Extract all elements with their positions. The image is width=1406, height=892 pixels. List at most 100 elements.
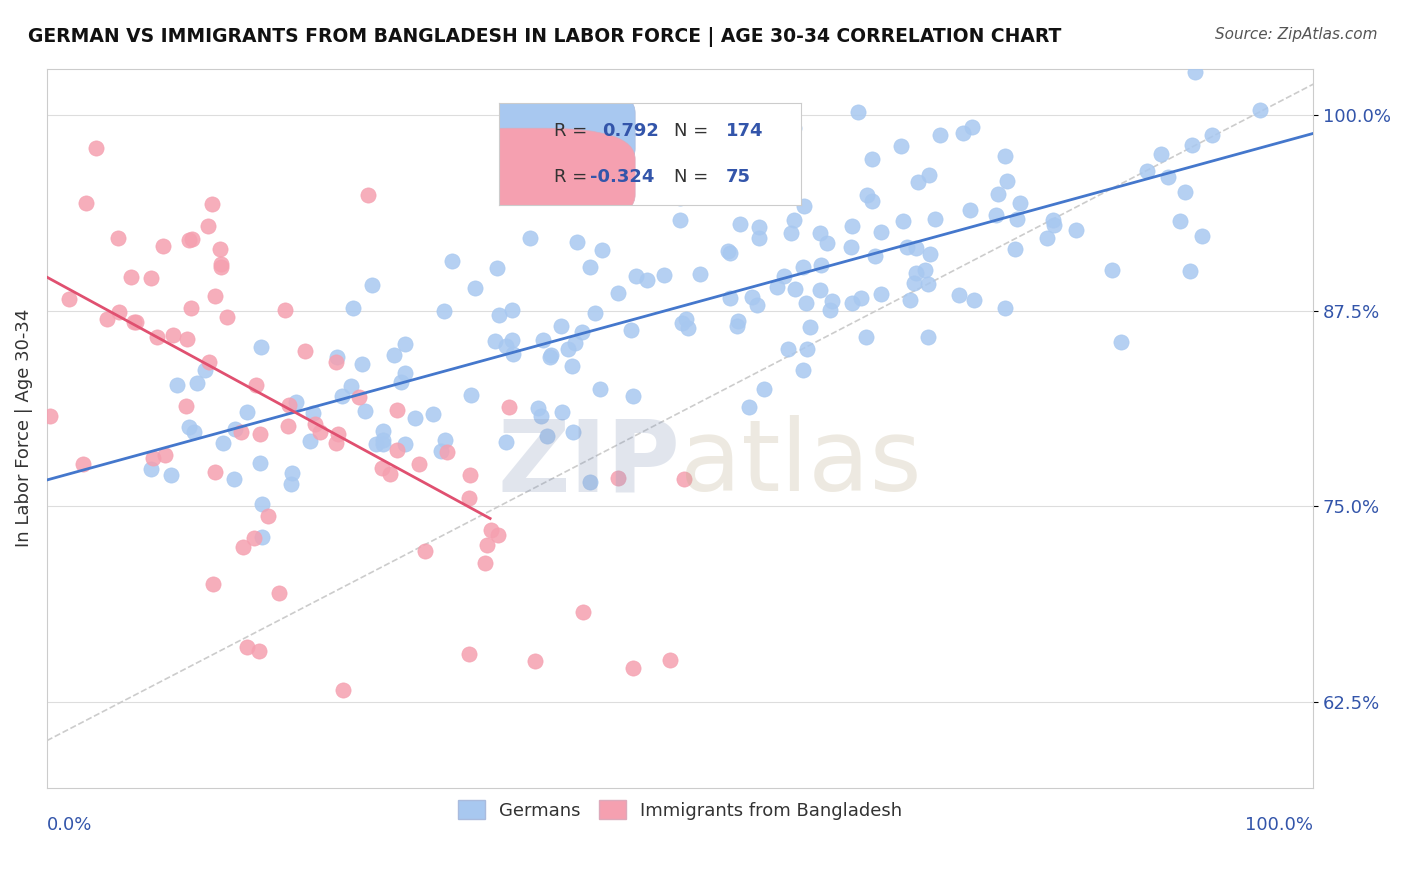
Point <box>624 269 647 284</box>
Point <box>474 556 496 570</box>
Point <box>326 427 349 442</box>
Point <box>984 208 1007 222</box>
Point <box>530 409 553 424</box>
Point <box>1174 185 1197 199</box>
Point <box>1150 147 1173 161</box>
Point <box>808 226 831 240</box>
Point <box>862 194 884 208</box>
Point <box>557 342 579 356</box>
Point <box>914 262 936 277</box>
Point <box>589 382 612 396</box>
Text: 75: 75 <box>725 169 751 186</box>
Point <box>236 404 259 418</box>
Point <box>436 445 458 459</box>
Point <box>929 128 952 142</box>
Point <box>460 388 482 402</box>
Point <box>179 233 201 247</box>
Point <box>551 405 574 419</box>
Point <box>458 491 481 505</box>
Point <box>325 355 347 369</box>
Point <box>485 260 508 275</box>
Legend: Germans, Immigrants from Bangladesh: Germans, Immigrants from Bangladesh <box>449 791 911 829</box>
Point <box>799 320 821 334</box>
Point <box>257 509 280 524</box>
Point <box>308 425 330 439</box>
Point <box>249 340 271 354</box>
Point <box>550 318 572 333</box>
Point <box>1109 334 1132 349</box>
Point <box>564 336 586 351</box>
Point <box>658 653 681 667</box>
Point <box>250 497 273 511</box>
Point <box>464 281 486 295</box>
Point <box>174 399 197 413</box>
Point <box>107 304 129 318</box>
Point <box>422 407 444 421</box>
Point <box>404 411 426 425</box>
Point <box>84 141 107 155</box>
Point <box>394 336 416 351</box>
Point <box>636 273 658 287</box>
Point <box>579 475 602 489</box>
Point <box>204 465 226 479</box>
Point <box>519 231 541 245</box>
Point <box>501 303 523 318</box>
Point <box>1136 164 1159 178</box>
Point <box>1157 169 1180 184</box>
Text: N =: N = <box>675 169 714 186</box>
Point <box>274 302 297 317</box>
Point <box>495 434 517 449</box>
Point <box>197 354 219 368</box>
Point <box>146 330 169 344</box>
Text: R =: R = <box>554 169 592 186</box>
Point <box>208 242 231 256</box>
Point <box>870 225 893 239</box>
Point <box>501 333 523 347</box>
Point <box>870 286 893 301</box>
Point <box>408 458 430 472</box>
Point <box>325 351 347 365</box>
Point <box>792 363 814 377</box>
Point <box>904 266 927 280</box>
Point <box>58 292 80 306</box>
Point <box>689 267 711 281</box>
Point <box>810 258 832 272</box>
Point <box>330 389 353 403</box>
Point <box>571 325 593 339</box>
Point <box>718 245 741 260</box>
Point <box>247 644 270 658</box>
Point <box>299 434 322 449</box>
Point <box>671 316 693 330</box>
Point <box>821 293 844 308</box>
Point <box>209 260 232 274</box>
Point <box>39 409 62 424</box>
Point <box>475 538 498 552</box>
Point <box>579 260 602 275</box>
Point <box>269 586 291 600</box>
Point <box>728 217 751 231</box>
Point <box>180 301 202 316</box>
Point <box>652 268 675 283</box>
Point <box>907 175 929 189</box>
Text: 174: 174 <box>725 122 763 140</box>
Point <box>432 303 454 318</box>
Point <box>856 188 879 202</box>
Point <box>495 339 517 353</box>
Point <box>201 576 224 591</box>
Point <box>252 530 274 544</box>
Text: R =: R = <box>554 122 592 140</box>
Point <box>526 401 548 415</box>
Point <box>1005 211 1028 226</box>
Point <box>125 315 148 329</box>
Point <box>382 348 405 362</box>
Point <box>607 471 630 485</box>
Text: -0.324: -0.324 <box>591 169 654 186</box>
Point <box>235 640 257 655</box>
Point <box>194 363 217 377</box>
Point <box>606 286 628 301</box>
Point <box>773 269 796 284</box>
Point <box>748 219 770 234</box>
Point <box>394 437 416 451</box>
Point <box>1101 263 1123 277</box>
Point <box>75 195 97 210</box>
